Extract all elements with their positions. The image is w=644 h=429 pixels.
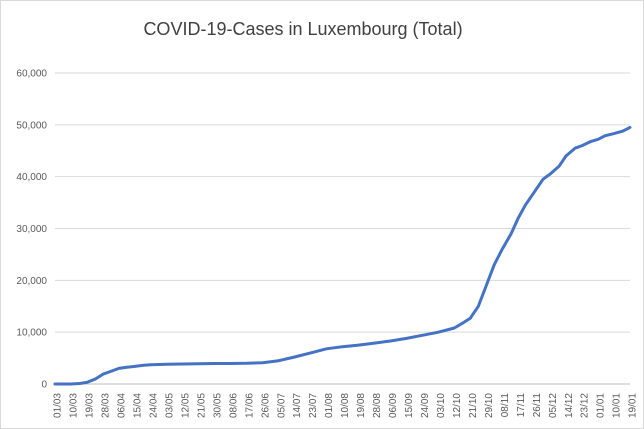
x-tick-label: 05/12 [548, 393, 559, 418]
x-tick-label: 19/01 [628, 393, 639, 418]
x-tick-label: 15/09 [404, 393, 415, 418]
x-axis: 01/03 10/03 19/03 28/03 06/04 15/04 24/04 03/05… [53, 393, 639, 418]
chart-title: COVID-19-Cases in Luxembourg (Total) [143, 19, 462, 39]
series-line-total-cases [53, 125, 632, 386]
x-tick-label: 28/03 [101, 393, 112, 418]
grid-layer [55, 72, 630, 333]
x-tick-label: 10/08 [340, 393, 351, 418]
x-tick-label: 03/10 [436, 393, 447, 418]
y-tick-label: 10,000 [16, 328, 47, 339]
x-tick-label: 08/11 [500, 393, 511, 418]
x-tick-label: 06/04 [117, 393, 128, 418]
x-tick-label: 17/11 [516, 393, 527, 418]
x-tick-label: 21/10 [468, 393, 479, 418]
x-tick-label: 10/01 [612, 393, 623, 418]
y-tick-label: 30,000 [16, 224, 47, 235]
x-tick-label: 08/06 [228, 393, 239, 418]
x-tick-label: 10/03 [69, 393, 80, 418]
x-tick-label: 26/06 [260, 393, 271, 418]
x-tick-label: 19/03 [85, 393, 96, 418]
x-tick-label: 24/04 [148, 393, 159, 418]
x-tick-label: 17/06 [244, 393, 255, 418]
y-tick-label: 60,000 [16, 69, 47, 80]
y-tick-label: 40,000 [16, 172, 47, 183]
x-tick-label: 15/04 [133, 393, 144, 418]
x-tick-label: 28/08 [372, 393, 383, 418]
y-axis: 0 10,000 20,000 30,000 40,000 50,000 60,000 [16, 69, 47, 391]
x-tick-label: 01/08 [324, 393, 335, 418]
x-tick-label: 19/08 [356, 393, 367, 418]
x-tick-label: 14/12 [564, 393, 575, 418]
x-tick-label: 23/12 [580, 393, 591, 418]
x-tick-label: 24/09 [420, 393, 431, 418]
x-tick-label: 05/07 [276, 393, 287, 418]
y-tick-label: 0 [41, 380, 47, 391]
x-tick-label: 12/05 [180, 393, 191, 418]
x-tick-label: 14/07 [292, 393, 303, 418]
x-tick-label: 03/05 [164, 393, 175, 418]
x-tick-label: 01/01 [596, 393, 607, 418]
x-tick-label: 29/10 [484, 393, 495, 418]
x-tick-label: 12/10 [452, 393, 463, 418]
x-tick-label: 06/09 [388, 393, 399, 418]
x-tick-label: 26/11 [532, 393, 543, 418]
x-tick-label: 01/03 [53, 393, 64, 418]
x-tick-label: 23/07 [308, 393, 319, 418]
y-tick-label: 50,000 [16, 120, 47, 131]
x-tick-label: 21/05 [196, 393, 207, 418]
x-tick-label: 30/05 [212, 393, 223, 418]
y-tick-label: 20,000 [16, 276, 47, 287]
